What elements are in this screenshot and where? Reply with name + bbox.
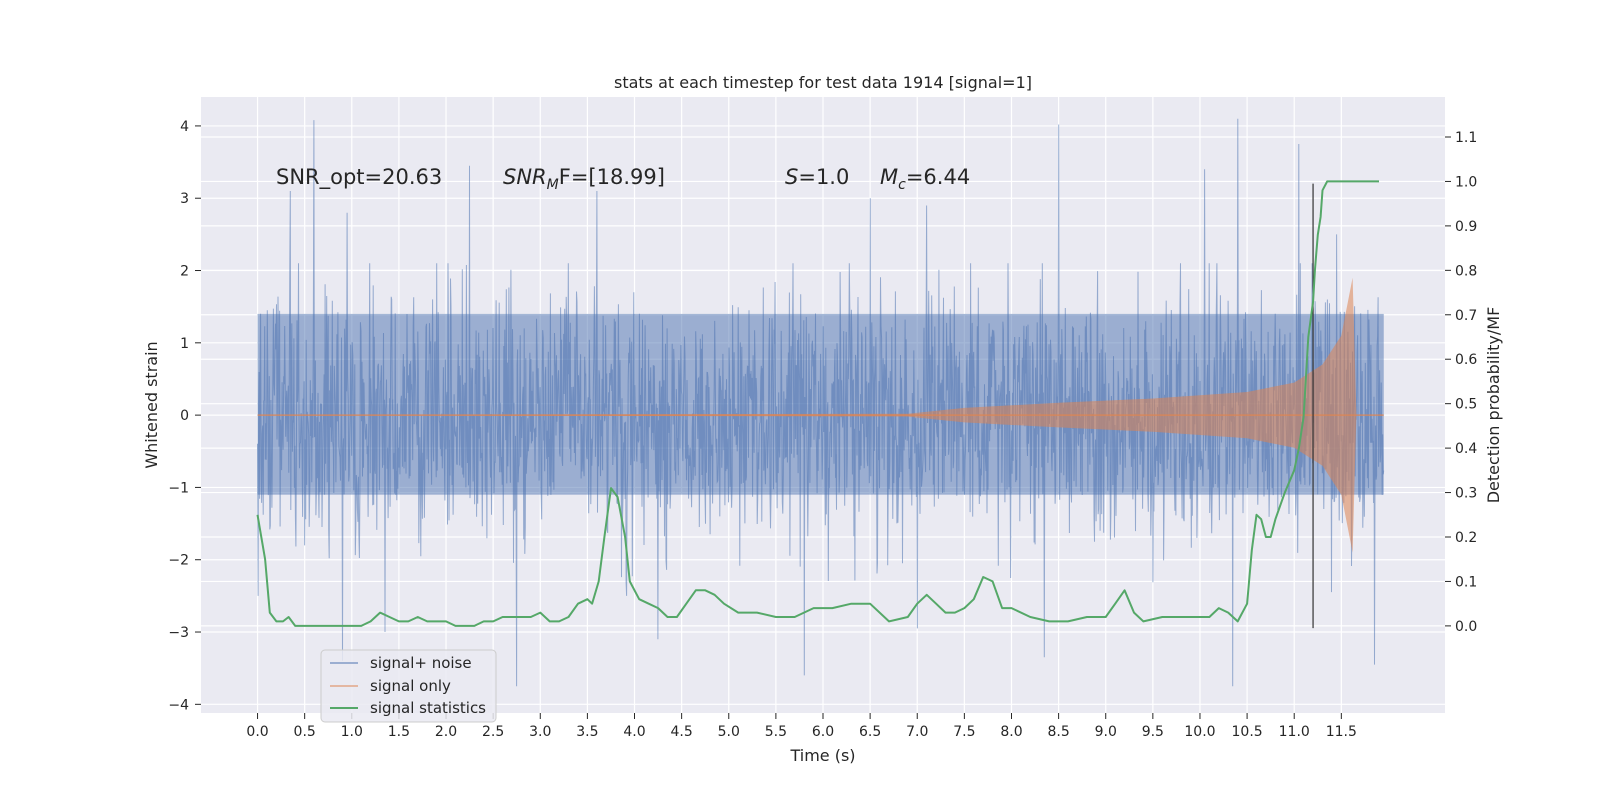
x-tick-label-13: 6.5 <box>859 724 881 740</box>
y-left-tick-label-5: 1 <box>180 336 189 352</box>
y-right-tick-label-9: 0.9 <box>1455 219 1477 235</box>
y-left-tick-label-4: 0 <box>180 408 189 424</box>
x-tick-label-19: 9.5 <box>1142 724 1164 740</box>
y-left-tick-label-7: 3 <box>180 191 189 207</box>
y-right-tick-label-1: 0.1 <box>1455 574 1477 590</box>
signal-statistics-series <box>256 180 1379 627</box>
y-left-tick-label-2: −2 <box>168 553 189 569</box>
y-right-tick-label-4: 0.4 <box>1455 441 1477 457</box>
snr-mf-label: SNR <box>503 165 547 189</box>
snr-mf-rest: F=[18.99] <box>559 165 665 189</box>
y-left-tick-label-6: 2 <box>180 264 189 280</box>
x-tick-label-3: 1.5 <box>388 724 410 740</box>
x-tick-label-11: 5.5 <box>765 724 787 740</box>
mc-label: M <box>880 165 898 189</box>
x-tick-label-12: 6.0 <box>812 724 834 740</box>
x-tick-label-4: 2.0 <box>435 724 457 740</box>
x-tick-label-17: 8.5 <box>1047 724 1069 740</box>
x-tick-label-9: 4.5 <box>671 724 693 740</box>
y-right-tick-label-8: 0.8 <box>1455 263 1477 279</box>
y-left-tick-label-1: −3 <box>168 625 189 641</box>
x-tick-label-0: 0.0 <box>246 724 268 740</box>
x-tick-label-21: 10.5 <box>1232 724 1263 740</box>
snr-mf-annotation: SNRMF=[18.99] <box>503 165 665 193</box>
x-tick-label-14: 7.0 <box>906 724 928 740</box>
x-tick-label-18: 9.0 <box>1095 724 1117 740</box>
x-tick-label-2: 1.0 <box>341 724 363 740</box>
legend: signal+ noise signal only signal statist… <box>320 649 497 723</box>
mc-sub: c <box>898 177 906 193</box>
y-right-tick-label-6: 0.6 <box>1455 352 1477 368</box>
x-tick-label-8: 4.0 <box>623 724 645 740</box>
signal-only-series <box>257 277 1384 553</box>
s-annotation: S=1.0 <box>785 165 849 189</box>
x-axis-label: Time (s) <box>789 746 855 765</box>
x-tick-label-15: 7.5 <box>953 724 975 740</box>
y-right-tick-label-5: 0.5 <box>1455 397 1477 413</box>
x-tick-label-16: 8.0 <box>1000 724 1022 740</box>
legend-label-statistics: signal statistics <box>370 699 486 717</box>
legend-box <box>320 649 497 723</box>
y-right-tick-label-3: 0.3 <box>1455 486 1477 502</box>
legend-label-noise: signal+ noise <box>370 654 472 672</box>
mc-value: =6.44 <box>906 165 970 189</box>
snr-mf-sub: M <box>547 177 559 193</box>
plot-area <box>256 118 1385 687</box>
y-left-tick-label-8: 4 <box>180 119 189 135</box>
x-tick-label-10: 5.0 <box>718 724 740 740</box>
x-tick-label-7: 3.5 <box>576 724 598 740</box>
y-right-tick-label-7: 0.7 <box>1455 308 1477 324</box>
y-right-tick-label-11: 1.1 <box>1455 130 1477 146</box>
statistics-line <box>256 180 1379 627</box>
x-tick-label-23: 11.5 <box>1326 724 1357 740</box>
chart-title: stats at each timestep for test data 191… <box>614 73 1032 92</box>
y-left-tick-label-0: −4 <box>168 697 189 713</box>
snr-opt-annotation: SNR_opt=20.63 <box>276 165 442 190</box>
x-tick-label-5: 2.5 <box>482 724 504 740</box>
y-axis-label-left: Whitened strain <box>142 341 161 468</box>
y-right-tick-label-10: 1.0 <box>1455 174 1477 190</box>
y-right-tick-label-0: 0.0 <box>1455 619 1477 635</box>
noise-trace <box>257 118 1385 687</box>
mc-annotation: Mc=6.44 <box>880 165 970 193</box>
axis-ticks: 0.0 0.5 1.0 1.5 2.0 2.5 3.0 3.5 4.0 4.5 5.0 5.5 6.0 6… <box>168 119 1477 740</box>
x-tick-label-1: 0.5 <box>294 724 316 740</box>
y-axis-label-right: Detection probability/MF <box>1484 307 1503 504</box>
x-tick-label-6: 3.0 <box>529 724 551 740</box>
s-value: =1.0 <box>798 165 849 189</box>
x-tick-label-22: 11.0 <box>1279 724 1310 740</box>
s-label: S <box>785 165 798 189</box>
y-left-tick-label-3: −1 <box>168 480 189 496</box>
legend-label-signal: signal only <box>370 677 451 695</box>
y-right-tick-label-2: 0.2 <box>1455 530 1477 546</box>
x-tick-label-20: 10.0 <box>1184 724 1215 740</box>
